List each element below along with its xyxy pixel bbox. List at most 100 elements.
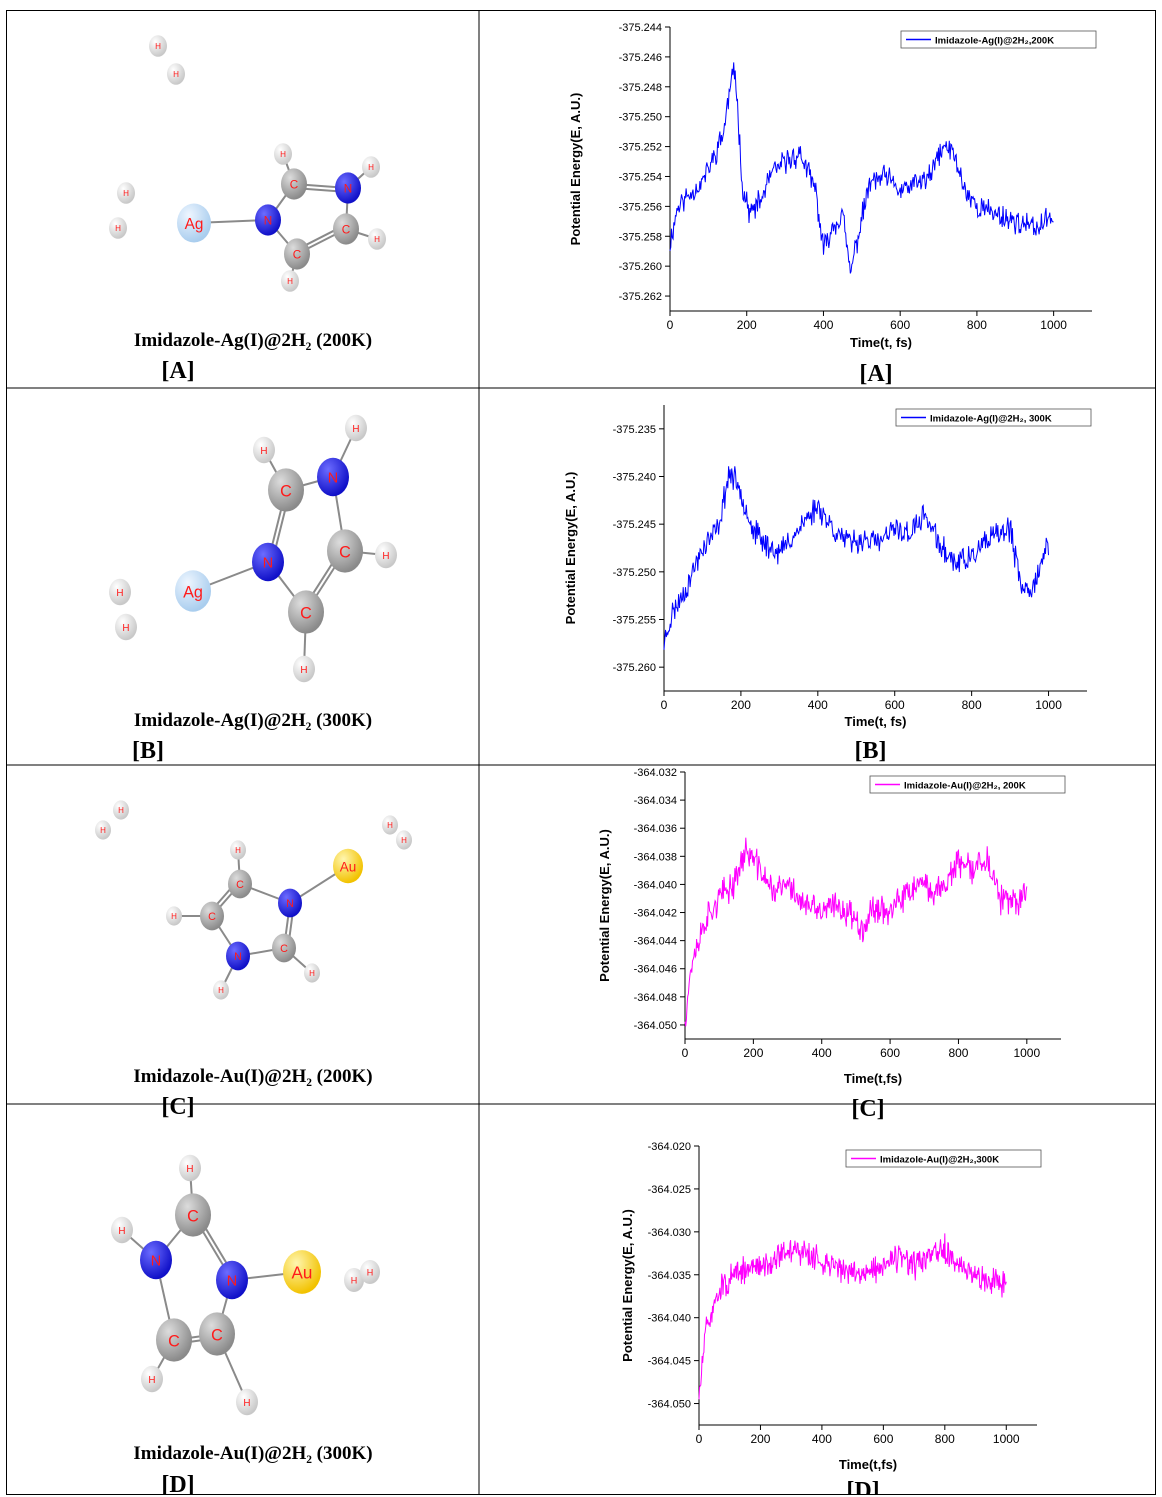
- atom-H: H: [281, 270, 299, 292]
- legend-label: Imidazole-Au(I)@2H₂, 200K: [904, 781, 1026, 792]
- y-tick-label: -364.050: [634, 1020, 677, 1032]
- y-tick-label: -375.250: [619, 112, 662, 124]
- svg-text:C: C: [300, 604, 312, 622]
- y-tick-label: -364.048: [634, 992, 677, 1004]
- y-tick-label: -375.235: [613, 424, 656, 436]
- y-tick-label: -364.038: [634, 851, 677, 863]
- svg-text:Ag: Ag: [185, 216, 204, 233]
- svg-text:H: H: [309, 969, 315, 978]
- svg-text:H: H: [155, 42, 161, 51]
- svg-text:H: H: [118, 806, 124, 815]
- x-tick-label: 200: [737, 318, 757, 332]
- svg-text:N: N: [234, 951, 242, 963]
- molecule-structure: H H Ag N C N C C H H H H: [109, 414, 397, 683]
- svg-text:N: N: [263, 556, 273, 572]
- panel-letter: [D]: [161, 1472, 194, 1495]
- svg-text:H: H: [243, 1398, 250, 1409]
- y-tick-label: -375.246: [619, 52, 662, 64]
- x-tick-label: 400: [813, 318, 833, 332]
- y-axis-label: Potential Energy(E, A.U.): [620, 1209, 635, 1362]
- svg-text:C: C: [280, 943, 288, 955]
- chart-column: 0 200 400 600 800 1000 -375.262 -375.260 -375.25…: [563, 22, 1097, 1495]
- molecule-caption: Imidazole-Au(I)@2H₂ (300K): [133, 1443, 372, 1464]
- y-tick-label: -375.256: [619, 201, 662, 213]
- atom-C: C: [333, 213, 359, 245]
- atom-H: H: [167, 63, 185, 85]
- atom-C: C: [272, 933, 296, 963]
- atom-C: C: [175, 1193, 211, 1237]
- svg-text:H: H: [116, 588, 123, 599]
- atom-N: N: [317, 457, 349, 497]
- atom-N: N: [252, 542, 284, 582]
- atom-H: H: [95, 820, 111, 840]
- y-tick-label: -375.254: [619, 171, 662, 183]
- svg-text:C: C: [236, 879, 244, 891]
- y-tick-label: -375.248: [619, 82, 662, 94]
- svg-text:C: C: [339, 543, 351, 561]
- y-tick-label: -364.030: [648, 1227, 691, 1239]
- x-tick-label: 0: [667, 318, 674, 332]
- atom-H: H: [236, 1388, 258, 1416]
- svg-text:H: H: [367, 1268, 374, 1278]
- y-tick-label: -375.260: [613, 662, 656, 674]
- y-tick-label: -375.258: [619, 231, 662, 243]
- y-tick-label: -364.042: [634, 908, 677, 920]
- atom-H: H: [179, 1154, 201, 1182]
- atom-H: H: [396, 830, 412, 850]
- svg-text:H: H: [235, 846, 241, 855]
- svg-text:H: H: [148, 1375, 155, 1386]
- svg-text:H: H: [123, 189, 129, 198]
- svg-text:H: H: [173, 70, 179, 79]
- atom-H: H: [117, 182, 135, 204]
- svg-text:N: N: [328, 471, 338, 487]
- y-tick-label: -375.244: [619, 22, 662, 34]
- atom-C: C: [327, 529, 363, 573]
- y-tick-label: -364.040: [648, 1313, 691, 1325]
- y-tick-label: -375.260: [619, 261, 662, 273]
- x-axis-label: Time(t, fs): [850, 335, 912, 350]
- atom-C: C: [288, 590, 324, 634]
- legend: Imidazole-Au(I)@2H₂,300K: [845, 1149, 1042, 1168]
- atom-H: H: [382, 815, 398, 835]
- atom-H: H: [375, 541, 397, 569]
- x-tick-label: 800: [962, 698, 982, 712]
- svg-text:Au: Au: [292, 1264, 313, 1283]
- y-tick-label: -375.262: [619, 291, 662, 303]
- x-tick-label: 1000: [1035, 698, 1062, 712]
- atom-H: H: [109, 217, 127, 239]
- svg-text:N: N: [151, 1254, 161, 1270]
- atom-H: H: [213, 980, 229, 1000]
- x-tick-label: 200: [750, 1432, 770, 1446]
- x-tick-label: 600: [890, 318, 910, 332]
- panel-letter: [A]: [859, 361, 892, 387]
- y-tick-label: -364.034: [634, 795, 677, 807]
- atom-C: C: [268, 468, 304, 512]
- y-tick-label: -364.035: [648, 1270, 691, 1282]
- atom-H: H: [141, 1365, 163, 1393]
- y-tick-label: -364.032: [634, 767, 677, 779]
- y-axis-label: Potential Energy(E, A.U.): [597, 829, 612, 982]
- svg-text:C: C: [290, 179, 298, 192]
- atom-N: N: [278, 888, 302, 918]
- x-tick-label: 0: [661, 698, 668, 712]
- svg-text:N: N: [264, 215, 272, 228]
- y-tick-label: -364.045: [648, 1356, 691, 1368]
- x-tick-label: 200: [731, 698, 751, 712]
- x-tick-label: 800: [967, 318, 987, 332]
- y-tick-label: -364.050: [648, 1399, 691, 1411]
- svg-text:H: H: [387, 821, 393, 830]
- legend: Imidazole-Ag(I)@2H₂, 300K: [895, 408, 1092, 427]
- atom-N: N: [140, 1240, 172, 1280]
- molecule-caption: Imidazole-Au(I)@2H₂ (200K): [133, 1066, 372, 1087]
- atom-H: H: [253, 436, 275, 464]
- x-tick-label: 1000: [993, 1432, 1020, 1446]
- svg-text:C: C: [211, 1326, 223, 1344]
- y-tick-label: -364.040: [634, 879, 677, 891]
- x-tick-label: 400: [812, 1046, 832, 1060]
- x-tick-label: 0: [682, 1046, 689, 1060]
- x-tick-label: 1000: [1013, 1046, 1040, 1060]
- svg-text:H: H: [351, 1276, 358, 1286]
- svg-text:H: H: [382, 551, 389, 562]
- molecule-caption: Imidazole-Ag(I)@2H₂ (200K): [134, 330, 372, 351]
- y-tick-label: -375.245: [613, 519, 656, 531]
